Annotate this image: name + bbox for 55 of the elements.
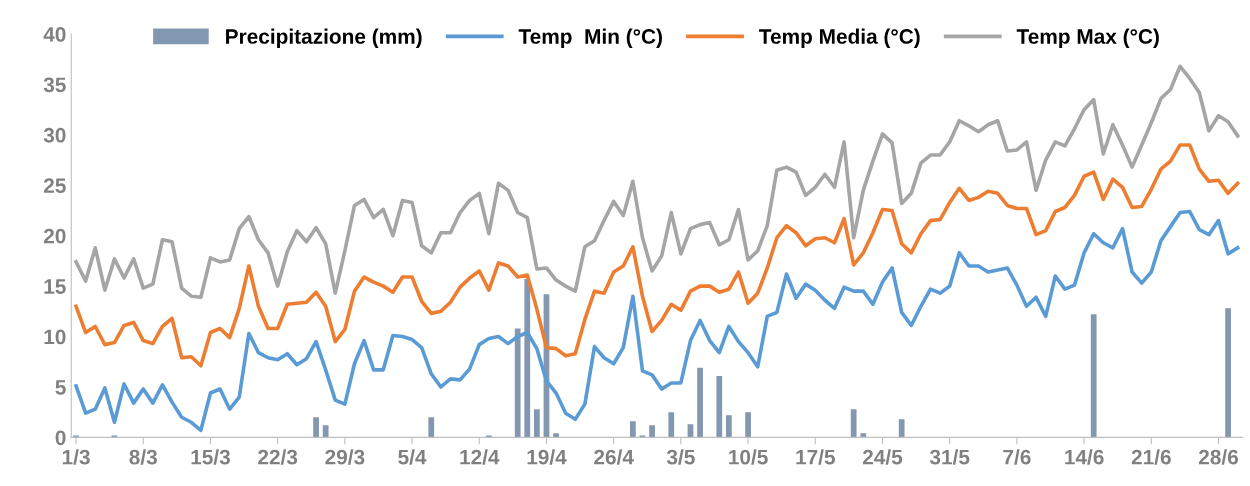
bar [745, 412, 751, 438]
bar [629, 421, 636, 438]
bar [649, 425, 655, 438]
bar [860, 433, 867, 438]
y-tick-label: 25 [43, 178, 66, 194]
legend-label: Precipitazione (mm) [226, 28, 422, 48]
y-tick-label: 35 [43, 77, 66, 93]
x-tick-label: 10/5 [729, 449, 768, 465]
legend-label: Temp Max (°C) [1016, 28, 1159, 48]
x-tick-label: 12/4 [460, 449, 500, 465]
x-tick-label: 26/4 [594, 449, 634, 465]
bar [668, 412, 675, 438]
x-tick-label: 21/6 [1131, 449, 1171, 465]
y-tick-label: 20 [43, 228, 66, 244]
x-tick-label: 1/3 [62, 449, 90, 465]
line-series [74, 143, 1240, 368]
bar [485, 435, 492, 438]
y-tick-label: 10 [44, 329, 66, 345]
bar [73, 435, 79, 438]
bar [313, 417, 319, 438]
bar [524, 279, 531, 438]
bar [322, 425, 329, 438]
bar [726, 415, 732, 438]
bar [1225, 308, 1231, 438]
x-tick-label: 8/3 [129, 449, 157, 465]
x-tick-label: 5/4 [398, 449, 427, 465]
y-tick-label: 40 [43, 27, 66, 42]
x-tick-label: 15/3 [191, 449, 230, 465]
x-tick-label: 22/3 [258, 449, 298, 465]
x-tick-label: 14/6 [1065, 449, 1104, 465]
bar [716, 375, 723, 438]
line-series [74, 209, 1240, 433]
x-tick-label: 31/5 [929, 449, 970, 465]
legend-label: Temp Min (°C) [518, 28, 662, 48]
y-tick-label: 0 [55, 430, 66, 446]
x-tick-label: 29/3 [325, 449, 365, 465]
x-tick-label: 17/5 [796, 449, 835, 465]
bar [898, 419, 905, 438]
legend-label: Temp Media (°C) [759, 28, 920, 48]
bar [1090, 314, 1097, 438]
bar [428, 417, 435, 438]
bar [697, 367, 703, 438]
bar [553, 433, 559, 438]
y-tick-label: 30 [43, 127, 66, 143]
bar [514, 328, 521, 438]
bar [850, 409, 857, 438]
y-tick-label: 15 [44, 279, 66, 294]
y-tick-label: 5 [55, 380, 66, 395]
x-tick-label: 24/5 [862, 449, 903, 465]
x-tick-label: 28/6 [1198, 449, 1239, 465]
x-tick-label: 19/4 [527, 449, 567, 465]
x-tick-label: 7/6 [1003, 449, 1031, 465]
line-series [74, 64, 1240, 300]
bar [533, 409, 540, 438]
x-tick-label: 3/5 [666, 449, 695, 465]
